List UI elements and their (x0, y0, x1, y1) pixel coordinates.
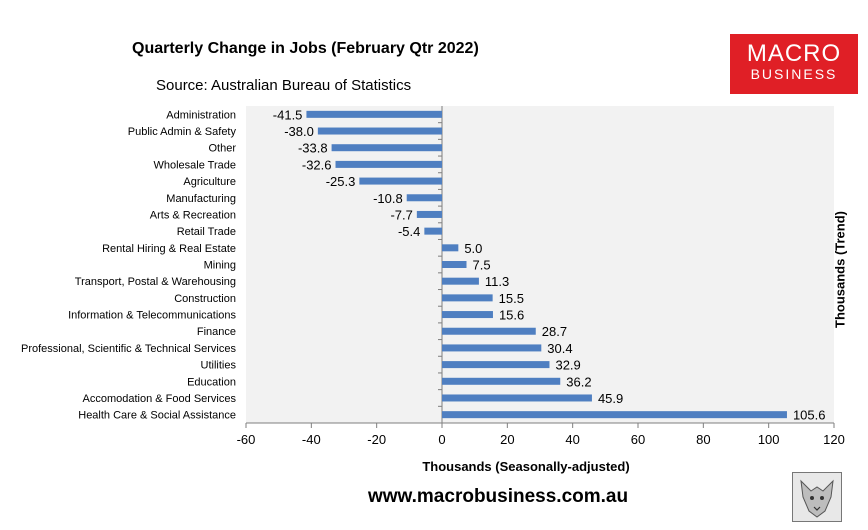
x-tick-label: -40 (302, 432, 321, 447)
category-label: Manufacturing (166, 193, 236, 205)
category-label: Rental Hiring & Real Estate (102, 243, 236, 255)
y-axis-title: Thousands (Trend) (832, 211, 848, 328)
bar (331, 144, 442, 152)
category-label: Agriculture (183, 176, 236, 188)
data-label: -25.3 (326, 174, 356, 189)
bar (442, 377, 561, 385)
bar (442, 361, 550, 369)
data-label: 30.4 (547, 341, 572, 356)
bar (416, 210, 442, 218)
logo-line2: BUSINESS (750, 66, 838, 82)
category-label: Wholesale Trade (153, 159, 236, 171)
bar (442, 411, 787, 419)
x-tick-label: -60 (237, 432, 256, 447)
data-label: -32.6 (302, 157, 332, 172)
chart-title: Quarterly Change in Jobs (February Qtr 2… (132, 40, 479, 57)
data-label: -10.8 (373, 191, 403, 206)
logo-line1: MACRO (746, 40, 842, 67)
x-tick-label: 0 (438, 432, 445, 447)
wolf-icon (792, 472, 842, 522)
x-tick-label: -20 (367, 432, 386, 447)
category-label: Finance (197, 326, 236, 338)
data-label: 15.5 (499, 291, 524, 306)
chart-subtitle: Source: Australian Bureau of Statistics (156, 77, 412, 94)
bar (442, 261, 467, 268)
x-tick-label: 120 (823, 432, 845, 447)
data-label: 11.3 (485, 274, 509, 289)
bar (442, 327, 536, 335)
footer-url: www.macrobusiness.com.au (368, 486, 629, 507)
data-label: 5.0 (464, 241, 482, 256)
data-label: 15.6 (499, 308, 524, 323)
category-label: Education (187, 376, 236, 388)
data-label: -41.5 (273, 107, 303, 122)
category-label: Mining (204, 260, 236, 272)
category-label: Utilities (201, 360, 237, 372)
bar (424, 227, 442, 235)
category-label: Accomodation & Food Services (83, 393, 237, 405)
bar (306, 110, 442, 118)
category-label: Health Care & Social Assistance (78, 410, 236, 422)
data-label: 36.2 (566, 374, 591, 389)
x-axis-title: Thousands (Seasonally-adjusted) (422, 459, 629, 474)
bar (442, 277, 479, 285)
bar (442, 244, 459, 252)
category-label: Administration (166, 109, 236, 121)
macrobusiness-logo: MACRO BUSINESS (730, 34, 858, 94)
data-label: 7.5 (473, 258, 491, 273)
category-label: Construction (174, 293, 236, 305)
bar (335, 160, 442, 168)
bar (442, 311, 493, 319)
x-tick-label: 100 (758, 432, 780, 447)
x-tick-label: 80 (696, 432, 710, 447)
category-label: Transport, Postal & Warehousing (75, 276, 236, 288)
data-label: 45.9 (598, 391, 623, 406)
category-label: Professional, Scientific & Technical Ser… (21, 343, 237, 355)
data-label: 28.7 (542, 324, 567, 339)
bar (442, 394, 592, 402)
category-label: Public Admin & Safety (128, 126, 237, 138)
category-label: Arts & Recreation (150, 209, 236, 221)
data-label: 32.9 (555, 358, 580, 373)
category-label: Other (208, 143, 236, 155)
data-label: -5.4 (398, 224, 420, 239)
plot-area (246, 106, 834, 423)
data-label: 105.6 (793, 408, 826, 423)
data-label: -7.7 (390, 207, 412, 222)
bar (359, 177, 442, 185)
category-label: Retail Trade (177, 226, 236, 238)
x-tick-label: 40 (565, 432, 579, 447)
x-tick-label: 20 (500, 432, 514, 447)
data-label: -33.8 (298, 141, 328, 156)
x-tick-label: 60 (631, 432, 645, 447)
data-label: -38.0 (284, 124, 314, 139)
bar (317, 127, 442, 135)
category-label: Information & Telecommunications (68, 310, 236, 322)
bar (442, 344, 542, 352)
bar (406, 194, 442, 202)
bar (442, 294, 493, 302)
